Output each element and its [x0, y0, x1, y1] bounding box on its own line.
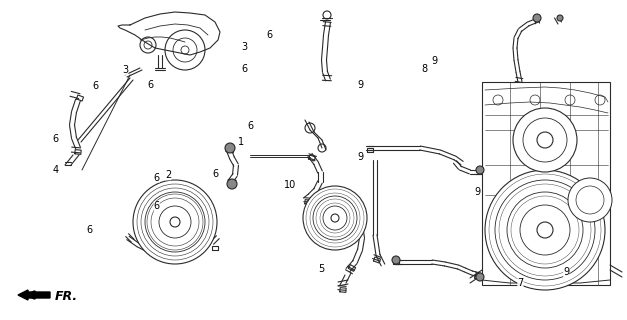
Text: 4: 4 — [52, 164, 58, 175]
FancyBboxPatch shape — [482, 82, 610, 285]
Text: 6: 6 — [147, 80, 154, 90]
Circle shape — [133, 180, 217, 264]
Text: 9: 9 — [357, 152, 364, 162]
Circle shape — [513, 108, 577, 172]
Text: FR.: FR. — [55, 290, 78, 302]
Text: 7: 7 — [517, 278, 524, 288]
Text: 6: 6 — [248, 121, 254, 132]
Circle shape — [392, 256, 400, 264]
Text: 6: 6 — [92, 81, 98, 92]
Circle shape — [227, 179, 237, 189]
FancyArrow shape — [18, 290, 50, 300]
Text: 6: 6 — [241, 64, 248, 74]
Circle shape — [568, 178, 612, 222]
Text: 6: 6 — [266, 30, 273, 40]
Text: 9: 9 — [357, 80, 364, 90]
Text: 10: 10 — [284, 180, 297, 190]
Circle shape — [225, 143, 235, 153]
Text: 3: 3 — [122, 65, 129, 76]
Text: 8: 8 — [421, 64, 428, 74]
Text: 6: 6 — [52, 134, 58, 144]
Text: 6: 6 — [154, 172, 160, 183]
Text: 6: 6 — [87, 225, 93, 236]
Text: 9: 9 — [563, 267, 569, 277]
Text: 2: 2 — [165, 170, 171, 180]
Circle shape — [303, 186, 367, 250]
Text: 9: 9 — [475, 187, 481, 197]
Text: 6: 6 — [212, 169, 218, 180]
Circle shape — [476, 273, 484, 281]
Text: 6: 6 — [154, 201, 160, 212]
Text: 1: 1 — [238, 137, 245, 148]
Text: 3: 3 — [241, 42, 248, 52]
Text: 9: 9 — [431, 56, 438, 67]
Circle shape — [485, 170, 605, 290]
Circle shape — [533, 14, 541, 22]
Circle shape — [476, 166, 484, 174]
Text: 5: 5 — [318, 264, 324, 274]
Circle shape — [557, 15, 563, 21]
